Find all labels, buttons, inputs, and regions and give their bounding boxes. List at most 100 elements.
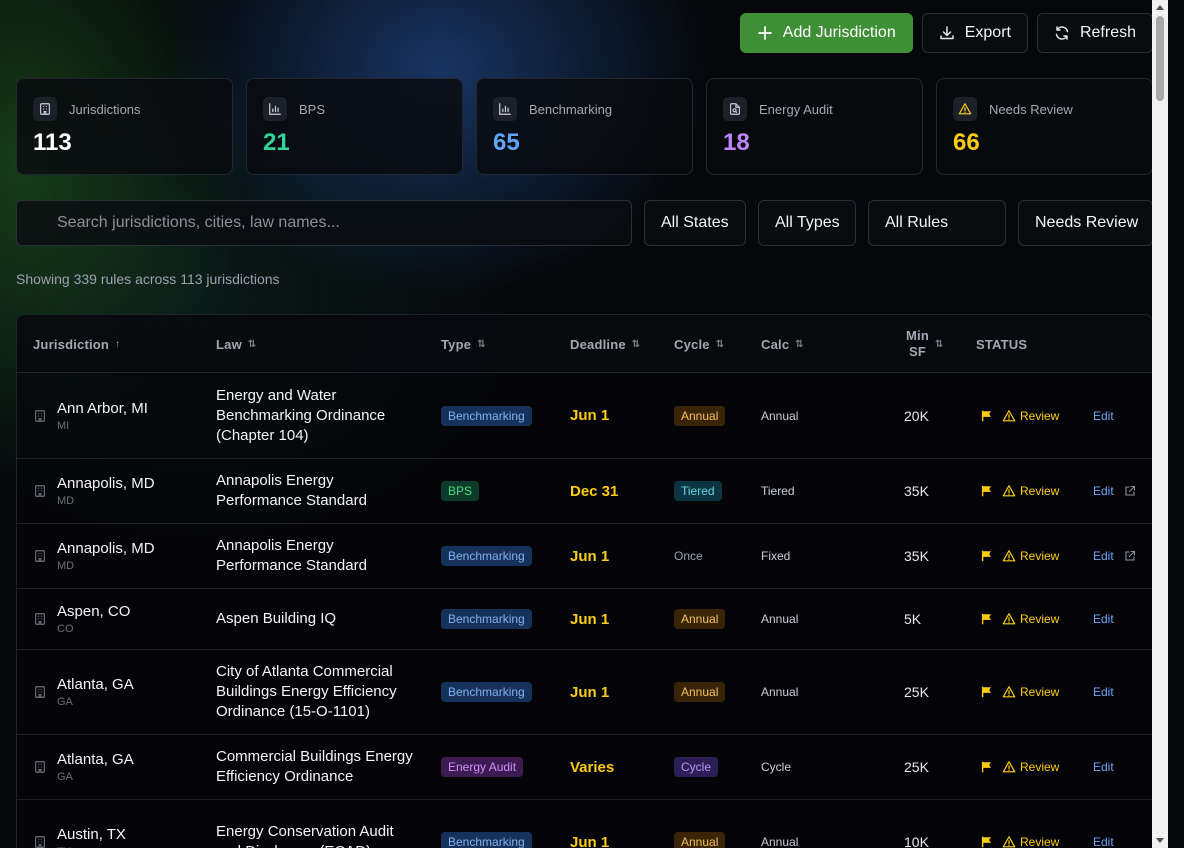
edit-link[interactable]: Edit	[1093, 484, 1114, 498]
external-link-icon[interactable]	[1124, 550, 1136, 562]
stat-head: Needs Review	[953, 97, 1136, 121]
table-row[interactable]: Atlanta, GA GA City of Atlanta Commercial …	[17, 650, 1152, 735]
sort-icon: ⇅	[934, 338, 944, 350]
stat-value: 113	[33, 129, 72, 156]
table-row[interactable]: Annapolis, MD MD Annapolis Energy Performa…	[17, 459, 1152, 524]
header-calc-label: Calc	[761, 336, 790, 352]
jurisdiction-name: Aspen, CO	[57, 603, 131, 620]
state-filter-select[interactable]: All States	[644, 200, 746, 246]
deadline-value: Jun 1	[570, 547, 610, 565]
type-cell: Benchmarking	[441, 650, 532, 734]
law-name: Energy Conservation Audit and Disclosure…	[216, 823, 394, 848]
min-sf-cell: 10K	[904, 800, 929, 848]
flag-icon[interactable]	[980, 612, 994, 626]
sort-icon: ⇅	[247, 338, 257, 350]
jurisdiction-state: MD	[57, 495, 75, 507]
edit-link[interactable]: Edit	[1093, 685, 1114, 699]
table-row[interactable]: Atlanta, GA GA Commercial Buildings Energy…	[17, 735, 1152, 800]
stat-value: 21	[263, 129, 290, 156]
min-sf-value: 35K	[904, 483, 929, 499]
review-badge[interactable]: Review	[1002, 612, 1059, 626]
warning-icon	[1002, 685, 1016, 699]
refresh-button[interactable]: Refresh	[1036, 13, 1153, 53]
flag-icon[interactable]	[980, 409, 994, 423]
jurisdiction-text: Annapolis, MD MD	[57, 540, 155, 572]
external-link-icon[interactable]	[1124, 485, 1136, 497]
type-cell: Benchmarking	[441, 373, 532, 458]
flag-icon[interactable]	[980, 549, 994, 563]
review-badge[interactable]: Review	[1002, 685, 1059, 699]
deadline-cell: Jun 1	[570, 800, 609, 848]
sort-icon: ⇅	[795, 338, 804, 350]
add-jurisdiction-button[interactable]: Add Jurisdiction	[739, 13, 913, 53]
header-jurisdiction[interactable]: Jurisdiction ↑	[33, 315, 120, 373]
table-row[interactable]: Ann Arbor, MI MI Energy and Water Benchmar…	[17, 373, 1152, 459]
stat-card: Benchmarking 65	[476, 78, 693, 175]
edit-link[interactable]: Edit	[1093, 408, 1114, 423]
status-cell: Review	[980, 524, 1059, 588]
header-type[interactable]: Type ⇅	[441, 315, 486, 373]
cycle-cell: Annual	[674, 800, 726, 848]
header-min-sf-label: Min SF	[906, 328, 929, 360]
cycle-badge: Annual	[674, 832, 726, 848]
table-row[interactable]: Annapolis, MD MD Annapolis Energy Performa…	[17, 524, 1152, 589]
edit-cell: Edit	[1093, 800, 1114, 848]
law-cell: Commercial Buildings Energy Efficiency O…	[216, 735, 416, 799]
law-cell: Energy Conservation Audit and Disclosure…	[216, 800, 416, 848]
export-button[interactable]: Export	[921, 13, 1028, 53]
scroll-down-icon[interactable]	[1156, 838, 1164, 843]
law-cell: Annapolis Energy Performance Standard	[216, 524, 416, 588]
header-deadline[interactable]: Deadline ⇅	[570, 315, 640, 373]
edit-link[interactable]: Edit	[1093, 549, 1114, 563]
type-badge: Energy Audit	[441, 757, 524, 777]
review-badge[interactable]: Review	[1002, 549, 1059, 563]
stat-value: 18	[723, 129, 750, 156]
review-badge[interactable]: Review	[1002, 484, 1059, 498]
header-type-label: Type	[441, 336, 472, 352]
header-law[interactable]: Law ⇅	[216, 315, 256, 373]
add-jurisdiction-label: Add Jurisdiction	[782, 24, 896, 41]
header-status: STATUS	[976, 315, 1027, 373]
flag-icon[interactable]	[980, 835, 994, 848]
warning-icon	[1002, 760, 1016, 774]
deadline-cell: Varies	[570, 735, 614, 799]
scroll-up-icon[interactable]	[1156, 5, 1164, 10]
jurisdiction-state: MD	[57, 560, 75, 572]
jurisdiction-cell: Atlanta, GA GA	[33, 735, 134, 799]
flag-icon[interactable]	[980, 760, 994, 774]
table-row[interactable]: Aspen, CO CO Aspen Building IQ Benchmarking…	[17, 589, 1152, 650]
scrollbar[interactable]	[1152, 0, 1168, 848]
needs-review-filter-button[interactable]: Needs Review	[1018, 200, 1153, 246]
calc-cell: Tiered	[761, 459, 795, 523]
type-filter-select[interactable]: All Types	[758, 200, 856, 246]
edit-link[interactable]: Edit	[1093, 612, 1114, 626]
edit-link[interactable]: Edit	[1093, 760, 1114, 774]
results-summary: Showing 339 rules across 113 jurisdictio…	[16, 271, 280, 287]
deadline-cell: Jun 1	[570, 373, 609, 458]
needs-review-filter-label: Needs Review	[1035, 214, 1139, 231]
stat-label: Jurisdictions	[69, 101, 141, 117]
scrollbar-thumb[interactable]	[1156, 16, 1164, 101]
search-input[interactable]: Search jurisdictions, cities, law names.…	[16, 200, 632, 246]
review-badge[interactable]: Review	[1002, 409, 1059, 423]
edit-link[interactable]: Edit	[1093, 835, 1114, 848]
type-filter-value: All Types	[775, 214, 840, 231]
search-placeholder: Search jurisdictions, cities, law names.…	[57, 214, 340, 231]
review-label: Review	[1020, 835, 1060, 848]
deadline-value: Jun 1	[570, 833, 610, 848]
header-min-sf[interactable]: Min SF ⇅	[906, 315, 944, 373]
review-badge[interactable]: Review	[1002, 760, 1059, 774]
flag-icon[interactable]	[980, 685, 994, 699]
table-row[interactable]: Austin, TX TX Energy Conservation Audit an…	[17, 800, 1152, 848]
min-sf-cell: 35K	[904, 524, 929, 588]
deadline-cell: Jun 1	[570, 650, 609, 734]
flag-icon[interactable]	[980, 484, 994, 498]
table-header: Jurisdiction ↑ Law ⇅ Type ⇅ Deadline ⇅ C…	[17, 315, 1152, 373]
warning-icon	[1002, 835, 1016, 848]
header-cycle[interactable]: Cycle ⇅	[674, 315, 724, 373]
jurisdiction-cell: Annapolis, MD MD	[33, 524, 155, 588]
rules-filter-select[interactable]: All Rules	[868, 200, 1006, 246]
header-calc[interactable]: Calc ⇅	[761, 315, 804, 373]
min-sf-cell: 25K	[904, 650, 929, 734]
review-badge[interactable]: Review	[1002, 835, 1059, 848]
